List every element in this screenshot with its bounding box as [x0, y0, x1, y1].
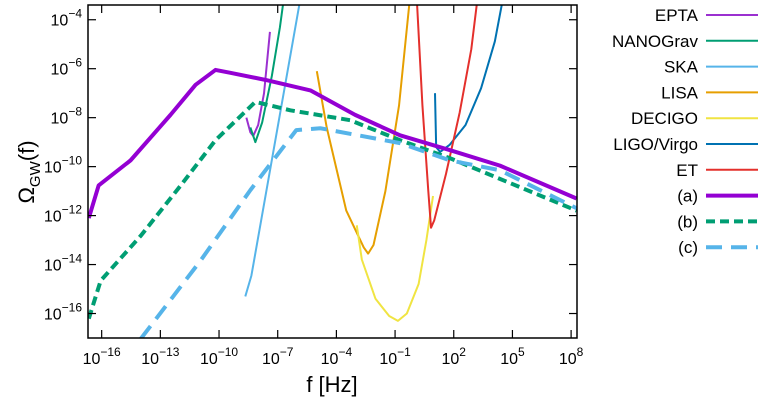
- y-label-sub: GW: [27, 160, 44, 187]
- series-line: [88, 99, 577, 320]
- series-line: [88, 67, 577, 219]
- series-line: [249, 5, 284, 144]
- x-axis-label: f [Hz]: [306, 372, 357, 397]
- y-axis-label: ΩGW(f): [14, 140, 44, 203]
- tick-label: 10−14: [44, 252, 82, 275]
- legend-label: (b): [677, 212, 698, 231]
- legend-label: EPTA: [655, 6, 699, 25]
- legend-label: NANOGrav: [612, 32, 698, 51]
- tick-label: 108: [559, 345, 584, 368]
- series-line: [416, 5, 478, 229]
- tick-label: 10−4: [51, 7, 83, 30]
- series-line: [355, 195, 434, 322]
- tick-label: 10−12: [44, 203, 82, 226]
- series-line: [434, 5, 503, 153]
- tick-label: 10−10: [44, 154, 82, 177]
- legend-label: (a): [677, 187, 698, 206]
- legend-label: (c): [678, 238, 698, 257]
- legend-label: ET: [676, 161, 698, 180]
- series-line: [244, 5, 301, 297]
- legend-label: LIGO/Virgo: [613, 135, 698, 154]
- tick-label: 10−16: [83, 345, 121, 368]
- tick-label: 10−16: [44, 301, 82, 324]
- series-line: [139, 126, 577, 338]
- legend-label: LISA: [661, 83, 699, 102]
- series-line: [245, 31, 271, 137]
- tick-label: 10−4: [321, 345, 353, 368]
- tick-label: 10−10: [200, 345, 238, 368]
- y-label-main: Ω: [14, 187, 39, 203]
- series-line: [315, 5, 411, 255]
- tick-label: 102: [442, 345, 467, 368]
- plot-frame: [87, 4, 578, 339]
- tick-label: 10−7: [262, 345, 294, 368]
- tick-label: 10−13: [141, 345, 179, 368]
- tick-label: 105: [500, 345, 525, 368]
- plot-area: [88, 5, 577, 338]
- tick-label: 10−1: [379, 345, 411, 368]
- legend-label: DECIGO: [631, 109, 698, 128]
- legend-label: SKA: [664, 58, 699, 77]
- tick-label: 10−6: [51, 56, 83, 79]
- y-label-tail: (f): [14, 140, 39, 161]
- tick-label: 10−8: [51, 105, 83, 128]
